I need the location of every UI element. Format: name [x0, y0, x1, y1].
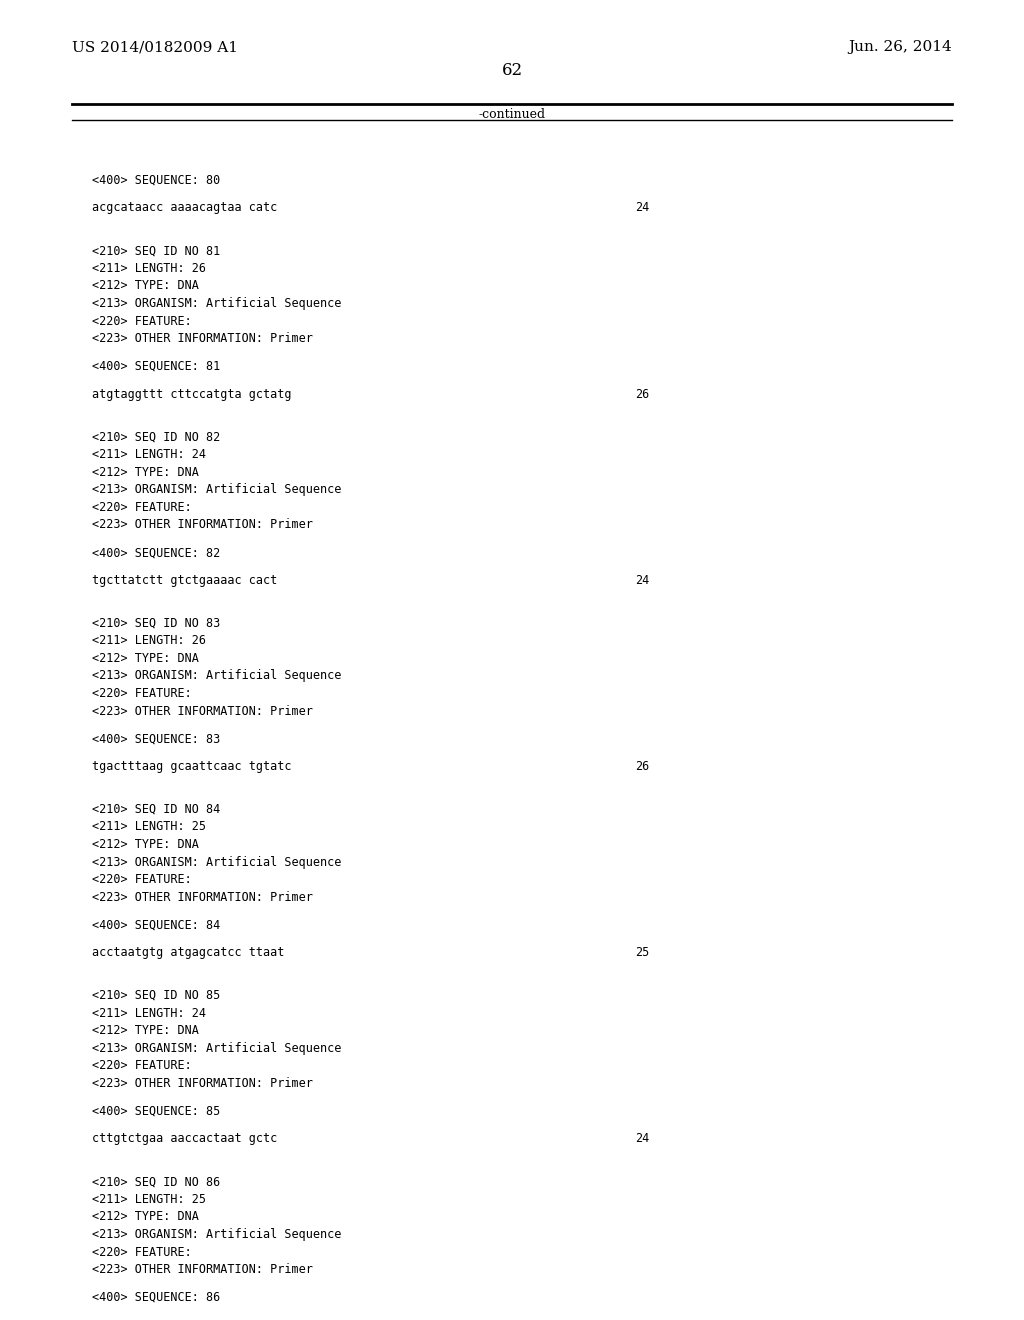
Text: -continued: -continued [478, 108, 546, 121]
Text: acctaatgtg atgagcatcc ttaat: acctaatgtg atgagcatcc ttaat [92, 946, 285, 960]
Text: <400> SEQUENCE: 82: <400> SEQUENCE: 82 [92, 546, 220, 560]
Text: <213> ORGANISM: Artificial Sequence: <213> ORGANISM: Artificial Sequence [92, 1228, 342, 1241]
Text: <223> OTHER INFORMATION: Primer: <223> OTHER INFORMATION: Primer [92, 1077, 313, 1090]
Text: Jun. 26, 2014: Jun. 26, 2014 [849, 41, 952, 54]
Text: <212> TYPE: DNA: <212> TYPE: DNA [92, 652, 199, 665]
Text: <400> SEQUENCE: 86: <400> SEQUENCE: 86 [92, 1291, 220, 1304]
Text: <212> TYPE: DNA: <212> TYPE: DNA [92, 466, 199, 479]
Text: <400> SEQUENCE: 81: <400> SEQUENCE: 81 [92, 360, 220, 372]
Text: <210> SEQ ID NO 84: <210> SEQ ID NO 84 [92, 803, 220, 816]
Text: 24: 24 [635, 1133, 649, 1146]
Text: <220> FEATURE:: <220> FEATURE: [92, 314, 191, 327]
Text: <213> ORGANISM: Artificial Sequence: <213> ORGANISM: Artificial Sequence [92, 1041, 342, 1055]
Text: <211> LENGTH: 26: <211> LENGTH: 26 [92, 634, 206, 647]
Text: <400> SEQUENCE: 85: <400> SEQUENCE: 85 [92, 1105, 220, 1118]
Text: 24: 24 [635, 574, 649, 587]
Text: 24: 24 [635, 202, 649, 214]
Text: atgtaggttt cttccatgta gctatg: atgtaggttt cttccatgta gctatg [92, 388, 292, 400]
Text: <223> OTHER INFORMATION: Primer: <223> OTHER INFORMATION: Primer [92, 519, 313, 532]
Text: <223> OTHER INFORMATION: Primer: <223> OTHER INFORMATION: Primer [92, 333, 313, 345]
Text: <220> FEATURE:: <220> FEATURE: [92, 1060, 191, 1072]
Text: tgactttaag gcaattcaac tgtatc: tgactttaag gcaattcaac tgtatc [92, 760, 292, 774]
Text: <220> FEATURE:: <220> FEATURE: [92, 1246, 191, 1259]
Text: <211> LENGTH: 25: <211> LENGTH: 25 [92, 1193, 206, 1205]
Text: 26: 26 [635, 388, 649, 400]
Text: <210> SEQ ID NO 83: <210> SEQ ID NO 83 [92, 616, 220, 630]
Text: <212> TYPE: DNA: <212> TYPE: DNA [92, 280, 199, 292]
Text: <220> FEATURE:: <220> FEATURE: [92, 500, 191, 513]
Text: <220> FEATURE:: <220> FEATURE: [92, 686, 191, 700]
Text: 62: 62 [502, 62, 522, 79]
Text: <223> OTHER INFORMATION: Primer: <223> OTHER INFORMATION: Primer [92, 1263, 313, 1276]
Text: <211> LENGTH: 26: <211> LENGTH: 26 [92, 261, 206, 275]
Text: <210> SEQ ID NO 85: <210> SEQ ID NO 85 [92, 989, 220, 1002]
Text: <213> ORGANISM: Artificial Sequence: <213> ORGANISM: Artificial Sequence [92, 483, 342, 496]
Text: <212> TYPE: DNA: <212> TYPE: DNA [92, 838, 199, 851]
Text: acgcataacc aaaacagtaa catc: acgcataacc aaaacagtaa catc [92, 202, 278, 214]
Text: <211> LENGTH: 24: <211> LENGTH: 24 [92, 1007, 206, 1019]
Text: <210> SEQ ID NO 81: <210> SEQ ID NO 81 [92, 244, 220, 257]
Text: <210> SEQ ID NO 86: <210> SEQ ID NO 86 [92, 1175, 220, 1188]
Text: cttgtctgaa aaccactaat gctc: cttgtctgaa aaccactaat gctc [92, 1133, 278, 1146]
Text: <223> OTHER INFORMATION: Primer: <223> OTHER INFORMATION: Primer [92, 891, 313, 904]
Text: <213> ORGANISM: Artificial Sequence: <213> ORGANISM: Artificial Sequence [92, 669, 342, 682]
Text: <400> SEQUENCE: 83: <400> SEQUENCE: 83 [92, 733, 220, 746]
Text: US 2014/0182009 A1: US 2014/0182009 A1 [72, 41, 238, 54]
Text: <211> LENGTH: 25: <211> LENGTH: 25 [92, 820, 206, 833]
Text: <223> OTHER INFORMATION: Primer: <223> OTHER INFORMATION: Primer [92, 705, 313, 718]
Text: ctaatgtgat gagcatcctt aattg: ctaatgtgat gagcatcctt aattg [92, 1319, 285, 1320]
Text: <210> SEQ ID NO 82: <210> SEQ ID NO 82 [92, 430, 220, 444]
Text: <400> SEQUENCE: 80: <400> SEQUENCE: 80 [92, 174, 220, 186]
Text: <400> SEQUENCE: 84: <400> SEQUENCE: 84 [92, 919, 220, 932]
Text: <211> LENGTH: 24: <211> LENGTH: 24 [92, 447, 206, 461]
Text: 25: 25 [635, 1319, 649, 1320]
Text: 26: 26 [635, 760, 649, 774]
Text: <220> FEATURE:: <220> FEATURE: [92, 874, 191, 886]
Text: <212> TYPE: DNA: <212> TYPE: DNA [92, 1024, 199, 1038]
Text: <212> TYPE: DNA: <212> TYPE: DNA [92, 1210, 199, 1224]
Text: <213> ORGANISM: Artificial Sequence: <213> ORGANISM: Artificial Sequence [92, 855, 342, 869]
Text: tgcttatctt gtctgaaaac cact: tgcttatctt gtctgaaaac cact [92, 574, 278, 587]
Text: 25: 25 [635, 946, 649, 960]
Text: <213> ORGANISM: Artificial Sequence: <213> ORGANISM: Artificial Sequence [92, 297, 342, 310]
